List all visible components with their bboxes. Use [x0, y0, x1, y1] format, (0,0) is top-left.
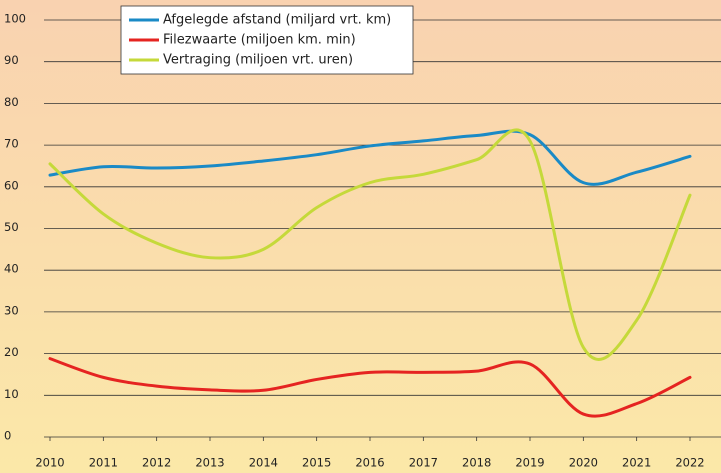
x-tick-label: 2013	[195, 456, 224, 470]
x-tick-label: 2022	[675, 456, 704, 470]
series-line	[48, 128, 692, 361]
y-tick-label: 80	[4, 95, 19, 109]
x-tick-label: 2019	[515, 456, 544, 470]
x-tick-label: 2016	[355, 456, 384, 470]
legend: Afgelegde afstand (miljard vrt. km) Filez…	[120, 5, 414, 75]
x-tick-label: 2010	[35, 456, 64, 470]
y-tick-label: 50	[4, 220, 19, 234]
series-line	[48, 129, 692, 186]
y-tick-label: 0	[4, 429, 11, 443]
y-tick-label: 40	[4, 262, 19, 276]
lines	[48, 128, 692, 418]
y-tick-label: 90	[4, 53, 19, 67]
y-tick-label: 30	[4, 303, 19, 317]
legend-box	[120, 5, 414, 75]
x-tick-label: 2011	[89, 456, 118, 470]
x-tick-label: 2012	[142, 456, 171, 470]
legend-label: Vertraging (miljoen vrt. uren)	[163, 53, 353, 68]
y-tick-label: 60	[4, 178, 19, 192]
x-tick-label: 2020	[569, 456, 598, 470]
x-tick-label: 2018	[462, 456, 491, 470]
y-tick-label: 10	[4, 387, 19, 401]
x-tick-label: 2021	[622, 456, 651, 470]
y-tick-label: 100	[4, 12, 26, 26]
y-tick-label: 70	[4, 137, 19, 151]
x-tick-label: 2015	[302, 456, 331, 470]
legend-label: Filezwaarte (miljoen km. min)	[163, 33, 356, 48]
y-tick-label: 20	[4, 345, 19, 359]
legend-label: Afgelegde afstand (miljard vrt. km)	[163, 13, 391, 28]
x-tick-label: 2014	[249, 456, 278, 470]
x-tick-label: 2017	[409, 456, 438, 470]
series-line	[48, 357, 692, 418]
